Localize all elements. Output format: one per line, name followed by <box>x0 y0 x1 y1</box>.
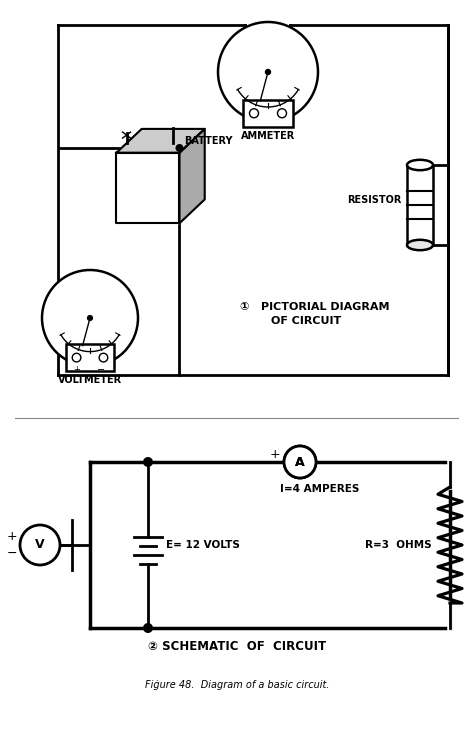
Circle shape <box>218 22 318 122</box>
Circle shape <box>42 270 138 366</box>
Polygon shape <box>180 129 205 223</box>
Circle shape <box>88 315 92 321</box>
Text: Fiġure 48.  Diagram of a basic circuit.: Fiġure 48. Diagram of a basic circuit. <box>145 680 329 690</box>
Circle shape <box>284 446 316 478</box>
Text: R=3  OHMS: R=3 OHMS <box>365 540 432 550</box>
Text: A: A <box>295 455 305 468</box>
Text: BATTERY: BATTERY <box>184 136 233 146</box>
Circle shape <box>175 144 183 152</box>
Circle shape <box>20 525 60 565</box>
Circle shape <box>265 70 271 75</box>
Ellipse shape <box>407 240 433 250</box>
Text: VOLTMETER: VOLTMETER <box>58 375 122 385</box>
Polygon shape <box>117 129 205 153</box>
Bar <box>407 165 433 245</box>
Text: +: + <box>269 447 280 460</box>
Ellipse shape <box>407 160 433 171</box>
Circle shape <box>284 446 316 478</box>
Text: I=4 AMPERES: I=4 AMPERES <box>280 484 359 494</box>
Text: AMMETER: AMMETER <box>241 131 295 141</box>
Text: E= 12 VOLTS: E= 12 VOLTS <box>166 540 240 550</box>
Circle shape <box>143 623 153 633</box>
Text: ①   PICTORIAL DIAGRAM
        OF CIRCUIT: ① PICTORIAL DIAGRAM OF CIRCUIT <box>240 302 390 326</box>
Text: RESISTOR: RESISTOR <box>347 195 402 205</box>
Bar <box>243 100 293 127</box>
Circle shape <box>143 457 153 467</box>
Text: −: − <box>7 547 17 559</box>
Text: +: + <box>73 365 80 374</box>
Text: +: + <box>6 531 17 543</box>
Text: −: − <box>97 365 106 375</box>
Text: V: V <box>35 539 45 551</box>
Polygon shape <box>117 153 180 223</box>
Text: ② SCHEMATIC  OF  CIRCUIT: ② SCHEMATIC OF CIRCUIT <box>148 640 326 653</box>
Bar <box>66 344 114 371</box>
Text: A: A <box>295 455 305 468</box>
